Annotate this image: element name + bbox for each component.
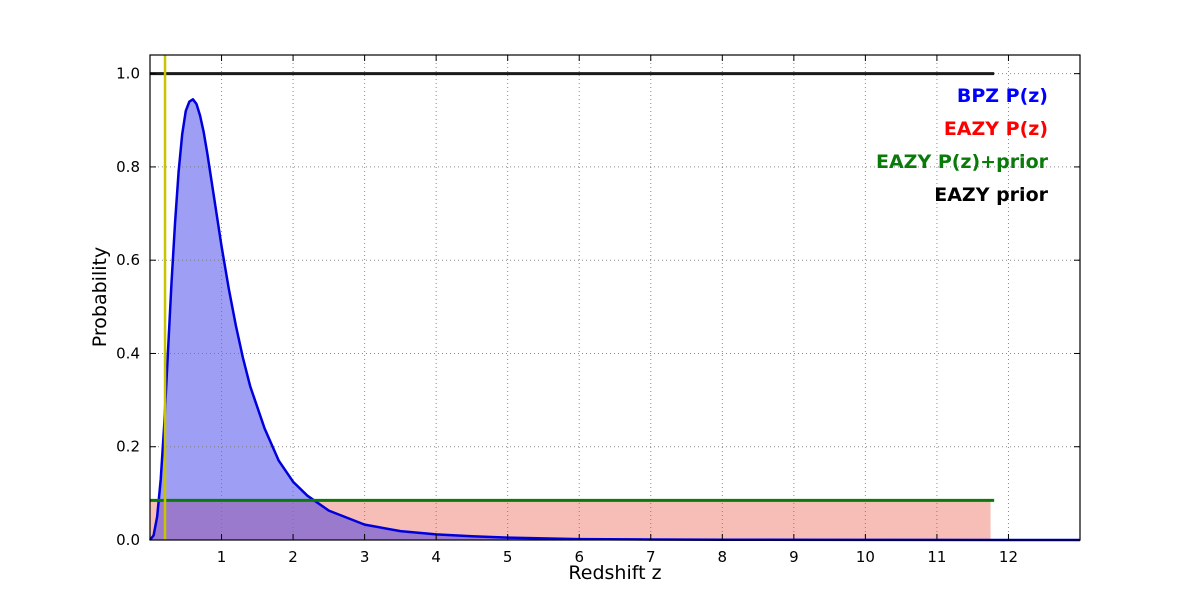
x-axis-label: Redshift z [568, 562, 662, 584]
x-tick-label: 11 [927, 548, 946, 566]
y-tick-label: 0.0 [116, 531, 140, 549]
x-tick-label: 7 [646, 548, 656, 566]
y-tick-label: 0.8 [116, 158, 140, 176]
x-tick-label: 9 [789, 548, 799, 566]
plot-frame [149, 54, 1081, 541]
series-line [149, 98, 1080, 542]
y-tick-label: 0.2 [116, 438, 140, 456]
legend-item: EAZY P(z)+prior [875, 151, 1048, 173]
x-tick-label: 3 [360, 548, 370, 566]
x-tick-label: 5 [503, 548, 513, 566]
y-tick-label: 1.0 [116, 65, 140, 83]
x-tick-label: 8 [718, 548, 728, 566]
series-fill [150, 500, 991, 540]
x-tick-label: 6 [574, 548, 584, 566]
x-tick-label: 2 [288, 548, 298, 566]
x-tick-label: 1 [217, 548, 227, 566]
y-tick-label: 0.4 [116, 344, 140, 362]
y-axis-label: Probability [89, 246, 111, 348]
y-tick-label: 0.6 [116, 251, 140, 269]
legend-item: EAZY P(z) [943, 118, 1048, 140]
series-fill [150, 99, 1080, 540]
legend: BPZ P(z) EAZY P(z) EAZY P(z)+prior EAZY pri… [876, 80, 1048, 212]
x-tick-label: 4 [431, 548, 441, 566]
legend-item: EAZY prior [934, 184, 1048, 206]
x-tick-label: 10 [856, 548, 875, 566]
legend-item: BPZ P(z) [956, 85, 1048, 107]
x-tick-label: 12 [999, 548, 1018, 566]
